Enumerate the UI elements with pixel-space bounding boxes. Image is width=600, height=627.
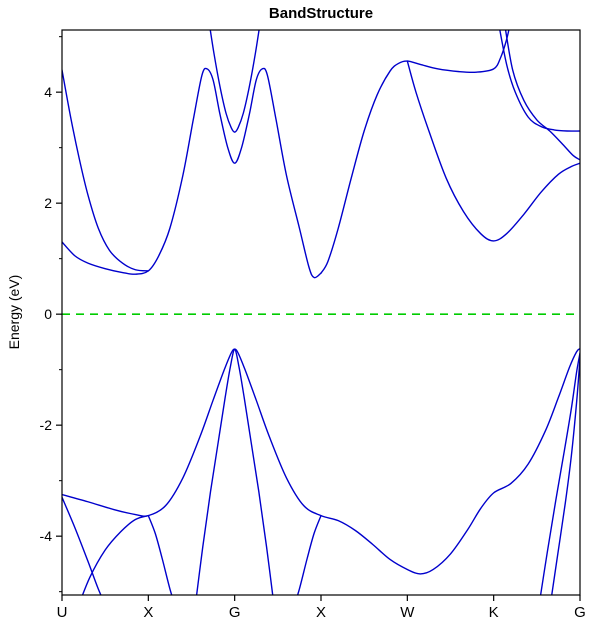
band-conduction-k-g-b	[504, 30, 580, 161]
band-conduction-low	[62, 67, 322, 279]
x-tick-label: G	[229, 604, 241, 621]
band-valence-k-g-steep-b	[551, 357, 580, 595]
plot-frame	[61, 29, 581, 596]
x-tick-label: W	[400, 604, 415, 621]
band-valence-up-to-x2	[296, 514, 322, 595]
band-valence-k-g-steep-a	[539, 352, 580, 595]
band-conduction-u-x	[62, 69, 150, 272]
y-tick-label: 2	[44, 195, 52, 211]
y-tick-label: -2	[40, 417, 53, 433]
band-conduction-gamma-upper	[209, 30, 260, 133]
band-valence-up-to-x1	[81, 514, 150, 595]
y-axis-label: Energy (eV)	[6, 274, 22, 350]
bands-group	[62, 30, 580, 595]
y-tick-label: -4	[40, 528, 53, 544]
band-valence-x1-down	[147, 514, 173, 595]
x-tick-label: U	[57, 604, 68, 621]
x-tick-label: X	[143, 604, 153, 621]
x-tick-label: K	[489, 604, 499, 621]
y-tick-label: 4	[44, 84, 52, 100]
band-conduction-k-g-a	[499, 30, 580, 132]
chart-title: BandStructure	[268, 5, 374, 22]
x-tick-label: X	[316, 604, 326, 621]
band-valence-gamma-steep	[195, 348, 274, 595]
x-tick-label: G	[574, 604, 586, 621]
band-valence-u-down	[62, 496, 102, 595]
band-valence-main	[62, 347, 580, 575]
band-conduction-w-k-g	[406, 60, 580, 242]
y-tick-label: 0	[44, 306, 52, 322]
